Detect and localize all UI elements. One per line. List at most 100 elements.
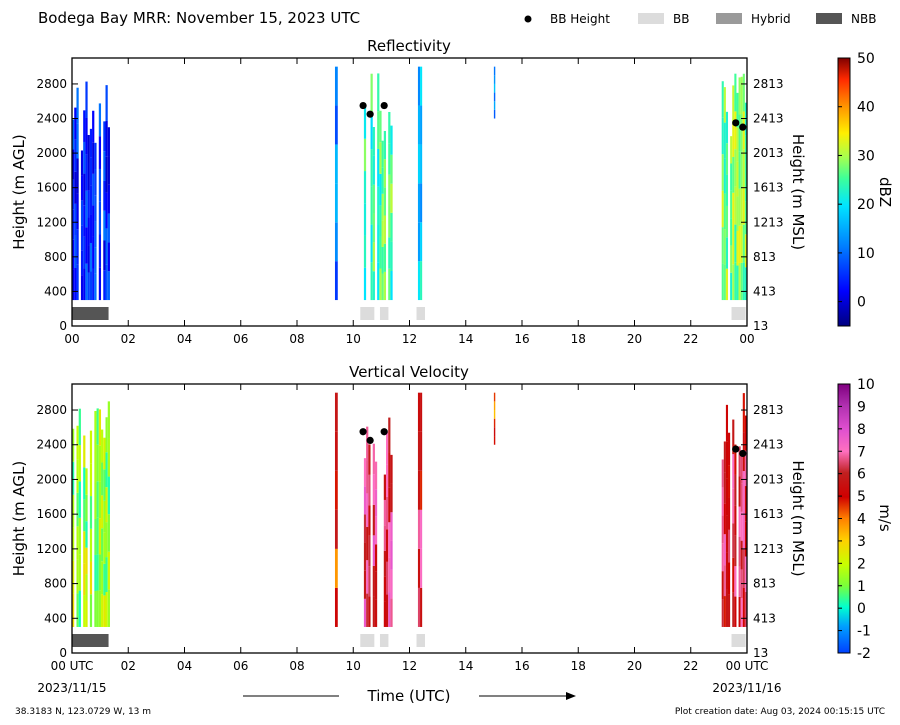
echo-cell (72, 269, 75, 301)
echo-cell (372, 504, 375, 536)
legend: BB Height BB Hybrid NBB (524, 12, 876, 26)
echo-cell (740, 262, 743, 301)
echo-cell (363, 235, 367, 268)
echo-cell (83, 595, 86, 627)
echo-cell (366, 460, 369, 494)
echo-cell (368, 596, 371, 627)
echo-cell (744, 135, 747, 169)
echo-cell (383, 601, 386, 627)
echo-cell (390, 270, 393, 301)
x-tick-label: 02 (121, 332, 136, 346)
echo-cell (723, 534, 726, 566)
y-tick-label: 2400 (36, 112, 67, 126)
echo-cell (72, 149, 75, 180)
echo-cell (105, 120, 108, 157)
echo-cell (740, 188, 743, 226)
echo-cell (725, 441, 729, 479)
echo-cell (725, 478, 729, 516)
echo-cell (390, 569, 393, 599)
echo-cell (738, 476, 741, 507)
echo-cell (334, 470, 338, 510)
echo-cell (740, 511, 743, 541)
echo-cell (377, 111, 380, 149)
x-tick-label: 04 (177, 659, 192, 673)
echo-cell (420, 105, 423, 145)
echo-cell (98, 136, 102, 169)
echo-cell (98, 234, 102, 268)
echo-cell (721, 571, 724, 600)
echo-cell (372, 127, 375, 156)
echo-cell (493, 401, 496, 411)
echo-cell (377, 262, 380, 301)
echo-cell (732, 557, 735, 593)
echo-cell (374, 544, 378, 572)
echo-cell (420, 470, 423, 510)
colorbar-tick-label: 5 (857, 489, 866, 505)
echo-cell (78, 408, 81, 446)
echo-cell (101, 561, 104, 595)
echo-cell (723, 87, 726, 123)
x-tick-label: 18 (571, 332, 586, 346)
echo-cell (94, 446, 97, 483)
echo-cell (493, 418, 496, 428)
colorbar-tick-label: 20 (857, 197, 875, 213)
echo-cell (83, 435, 86, 468)
echo-cell (105, 487, 108, 523)
echo-cell (98, 590, 102, 627)
echo-cell (390, 183, 393, 213)
echo-cell (72, 209, 75, 240)
bb-height-point (739, 449, 747, 458)
echo-cell (89, 185, 93, 215)
legend-hybrid-label: Hybrid (751, 12, 791, 26)
plot-frame (71, 383, 748, 654)
echo-cell (363, 486, 367, 515)
echo-cell (730, 218, 733, 246)
echo-cell (96, 590, 99, 627)
echo-cell (381, 220, 384, 247)
echo-cell (742, 587, 745, 627)
echo-cell (74, 203, 77, 236)
echo-cell (334, 105, 338, 145)
echo-cell (105, 192, 108, 229)
echo-cell (107, 438, 110, 477)
echo-cell (736, 127, 739, 162)
vertical-velocity-panel: 0 13 400 413 800 813 1200 1213 1600 1613 2000 2013 2… (10, 383, 807, 673)
velocity-colorbar-label: m/s (876, 504, 894, 532)
echo-cell (94, 169, 97, 196)
y2-tick-label: 1613 (753, 507, 784, 521)
y-tick-label: 2800 (36, 77, 67, 91)
echo-cell (103, 595, 106, 627)
y2-tick-label: 13 (753, 319, 768, 333)
echo-cell (420, 587, 423, 627)
echo-cell (725, 111, 729, 144)
echo-cell (72, 593, 75, 627)
echo-cell (738, 151, 741, 189)
echo-cell (89, 561, 93, 595)
echo-cell (334, 392, 338, 432)
echo-cell (85, 574, 88, 601)
echo-cell (734, 444, 737, 475)
echo-cell (107, 242, 110, 272)
echo-cell (87, 134, 90, 163)
echo-cell (493, 392, 496, 402)
echo-cell (383, 187, 386, 216)
echo-cell (372, 271, 375, 301)
bb-type-bar-bb (416, 634, 425, 647)
legend-hybrid-swatch (716, 13, 742, 24)
echo-cell (83, 173, 86, 206)
echo-cell (72, 527, 75, 561)
bb-height-point (732, 119, 740, 127)
colorbar-tick-label: 0 (857, 295, 866, 311)
echo-cell (89, 594, 93, 627)
y-axis-label: Height (m AGL) (10, 134, 28, 249)
echo-cell (92, 236, 95, 269)
echo-cell (417, 222, 421, 262)
bb-type-bar-nbb (72, 307, 109, 320)
echo-cell (732, 228, 735, 265)
echo-cell (725, 268, 729, 301)
echo-cell (734, 474, 737, 506)
echo-cell (417, 470, 421, 510)
echo-cell (80, 200, 84, 226)
echo-cell (493, 436, 496, 445)
colorbar-tick-label: 8 (857, 422, 866, 438)
